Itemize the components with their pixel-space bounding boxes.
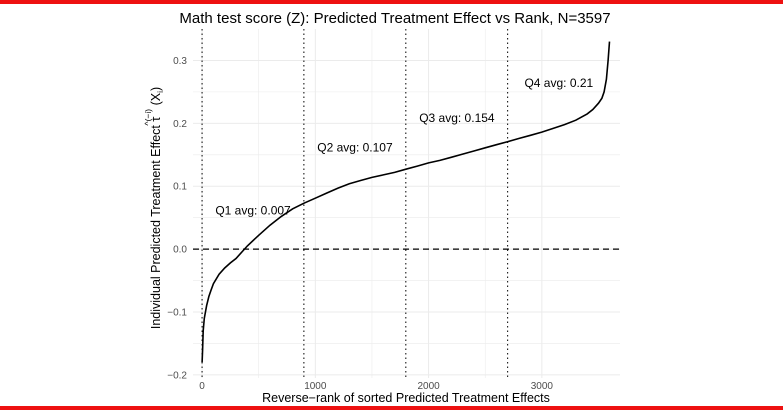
quartile-annotation: Q1 avg: 0.007	[215, 204, 291, 218]
x-tick-label: 2000	[417, 381, 440, 392]
y-tick-label: −0.1	[167, 307, 187, 318]
y-tick-label: −0.2	[167, 370, 187, 381]
y-tick-label: 0.2	[173, 119, 187, 130]
y-axis-label-hat: ^	[143, 121, 153, 126]
quartile-annotation: Q4 avg: 0.21	[524, 76, 593, 90]
x-tick-label: 1000	[304, 381, 327, 392]
y-tick-label: 0.0	[173, 245, 187, 256]
bottom-red-border	[0, 406, 783, 410]
y-tick-label: 0.3	[173, 56, 187, 67]
y-axis-label-close: )	[149, 87, 163, 91]
y-axis-label-superscript: (−i)	[143, 109, 153, 122]
quartile-annotation: Q3 avg: 0.154	[419, 111, 495, 125]
y-axis-label-symbol: τ	[149, 117, 163, 122]
x-axis-label: Reverse−rank of sorted Predicted Treatme…	[262, 391, 550, 405]
x-tick-labels: 0 1000 2000 3000	[199, 381, 553, 392]
treatment-effect-curve	[201, 41, 611, 363]
y-axis-label: Individual Predicted Treatment Effect τ^…	[143, 87, 165, 329]
chart-title: Math test score (Z): Predicted Treatment…	[179, 10, 610, 27]
top-red-border	[0, 0, 783, 4]
x-tick-label: 3000	[531, 381, 554, 392]
y-axis-label-subscript: i	[155, 91, 165, 93]
plot-panel: Q1 avg: 0.007 Q2 avg: 0.107 Q3 avg: 0.154 Q…	[193, 29, 620, 378]
y-axis-label-text: Individual Predicted Treatment Effect	[149, 122, 163, 330]
quartile-annotations: Q1 avg: 0.007 Q2 avg: 0.107 Q3 avg: 0.154 Q…	[215, 76, 593, 218]
quartile-annotation: Q2 avg: 0.107	[317, 141, 393, 155]
y-tick-label: 0.1	[173, 182, 187, 193]
x-tick-label: 0	[199, 381, 205, 392]
y-tick-labels: −0.2 −0.1 0.0 0.1 0.2 0.3	[167, 56, 187, 381]
y-axis-label-argument: (X	[149, 92, 163, 109]
